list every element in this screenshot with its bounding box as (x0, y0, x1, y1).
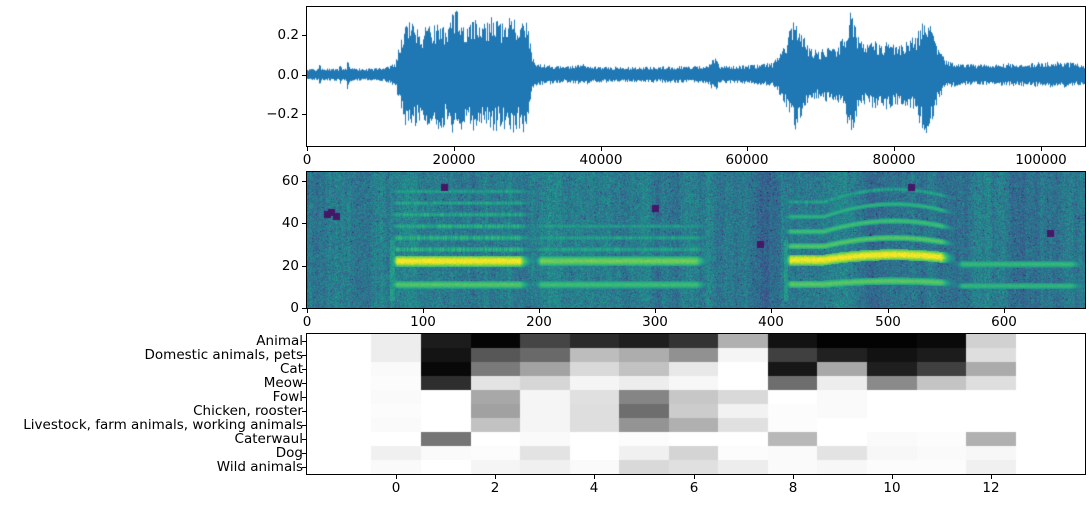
heatmap-xtick (991, 475, 992, 479)
heatmap-xtick (495, 475, 496, 479)
heatmap-xtick-label: 0 (391, 480, 401, 496)
spectrogram-xtick (771, 309, 772, 313)
waveform-xtick (747, 147, 748, 151)
spectrogram-ytick-label: 20 (281, 258, 299, 274)
spectrogram-ytick-label: 40 (281, 215, 299, 231)
waveform-ytick (302, 114, 306, 115)
heatmap-row-tick (302, 439, 306, 440)
heatmap-xtick (594, 475, 595, 479)
heatmap-xtick (793, 475, 794, 479)
heatmap-row-label: Domestic animals, pets (144, 347, 303, 363)
heatmap-row-label: Dog (275, 445, 303, 461)
label-probability-cells (307, 334, 1085, 474)
spectrogram-xtick (539, 309, 540, 313)
waveform-xtick-label: 80000 (872, 152, 916, 168)
label-probability-heatmap-plot (306, 333, 1086, 475)
spectrogram-xtick-label: 600 (991, 314, 1017, 330)
spectrogram-ytick (302, 266, 306, 267)
spectrogram-xtick (423, 309, 424, 313)
waveform-ytick (302, 35, 306, 36)
spectrogram-ytick-label: 0 (290, 300, 299, 316)
heatmap-row-label: Chicken, rooster (193, 403, 303, 419)
spectrogram-ytick (302, 223, 306, 224)
spectrogram-image (307, 172, 1085, 308)
spectrogram-ytick (302, 308, 306, 309)
waveform-xtick-label: 0 (302, 152, 312, 168)
waveform-xtick (454, 147, 455, 151)
spectrogram-xtick-label: 200 (526, 314, 552, 330)
heatmap-row-tick (302, 355, 306, 356)
heatmap-row-tick (302, 341, 306, 342)
heatmap-xtick-label: 4 (589, 480, 599, 496)
heatmap-row-label: Caterwaul (234, 431, 303, 447)
waveform-xtick (1041, 147, 1042, 151)
waveform-plot (306, 6, 1086, 147)
heatmap-row-label: Fowl (272, 389, 303, 405)
heatmap-xtick-label: 10 (883, 480, 901, 496)
spectrogram-xtick-label: 100 (410, 314, 436, 330)
spectrogram-xtick-label: 0 (302, 314, 312, 330)
heatmap-row-label: Livestock, farm animals, working animals (23, 417, 303, 433)
heatmap-xtick-label: 6 (689, 480, 699, 496)
spectrogram-ytick-label: 60 (281, 173, 299, 189)
waveform-ytick (302, 75, 306, 76)
waveform-xtick-label: 100000 (1015, 152, 1067, 168)
heatmap-row-tick (302, 453, 306, 454)
spectrogram-plot (306, 171, 1086, 309)
waveform-ytick-label: 0.2 (277, 27, 299, 43)
spectrogram-xtick (307, 309, 308, 313)
spectrogram-xtick (888, 309, 889, 313)
waveform-xtick (307, 147, 308, 151)
heatmap-row-label: Wild animals (216, 459, 303, 475)
heatmap-row-label: Meow (263, 375, 303, 391)
heatmap-row-tick (302, 383, 306, 384)
heatmap-xtick-label: 2 (490, 480, 500, 496)
spectrogram-xtick (1004, 309, 1005, 313)
waveform-xtick-label: 20000 (432, 152, 476, 168)
heatmap-row-label: Cat (280, 361, 303, 377)
heatmap-row-label: Animal (256, 333, 303, 349)
spectrogram-xtick-label: 300 (642, 314, 668, 330)
heatmap-row-tick (302, 467, 306, 468)
heatmap-row-tick (302, 397, 306, 398)
heatmap-xtick-label: 8 (788, 480, 798, 496)
spectrogram-xtick-label: 500 (875, 314, 901, 330)
heatmap-xtick-label: 12 (982, 480, 1000, 496)
spectrogram-ytick (302, 181, 306, 182)
heatmap-row-tick (302, 369, 306, 370)
waveform-xtick (601, 147, 602, 151)
waveform-trace (307, 7, 1085, 146)
spectrogram-xtick-label: 400 (758, 314, 784, 330)
waveform-ytick-label: −0.2 (266, 106, 299, 122)
heatmap-xtick (892, 475, 893, 479)
heatmap-xtick (694, 475, 695, 479)
spectrogram-xtick (655, 309, 656, 313)
heatmap-row-tick (302, 425, 306, 426)
heatmap-row-tick (302, 411, 306, 412)
waveform-ytick-label: 0.0 (277, 67, 299, 83)
waveform-xtick-label: 60000 (725, 152, 769, 168)
waveform-xtick-label: 40000 (579, 152, 623, 168)
waveform-xtick (894, 147, 895, 151)
heatmap-xtick (396, 475, 397, 479)
